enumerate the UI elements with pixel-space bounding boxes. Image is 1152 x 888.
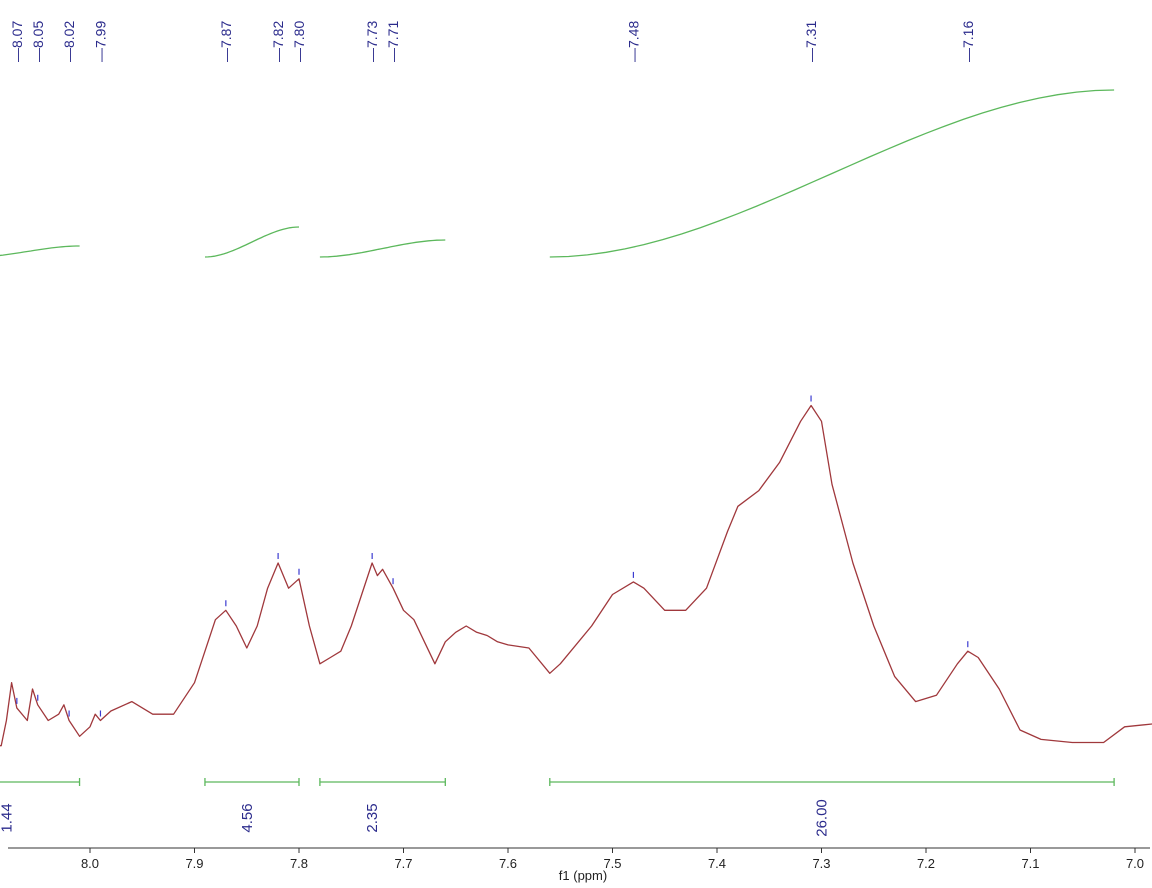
peak-marker-layer bbox=[16, 395, 969, 717]
peak-label: —7.87 bbox=[218, 21, 234, 62]
x-tick-label: 7.8 bbox=[290, 856, 308, 871]
integral-value-label: 26.00 bbox=[814, 799, 831, 837]
x-tick-label: 7.4 bbox=[708, 856, 726, 871]
spectrum-layer bbox=[0, 404, 1152, 747]
peak-label: —7.71 bbox=[385, 21, 401, 62]
x-axis: 8.98.88.78.68.58.48.38.28.18.07.97.87.77… bbox=[8, 847, 1150, 871]
peak-label: —7.73 bbox=[364, 21, 380, 62]
integral-curve bbox=[549, 89, 1115, 258]
peak-label-layer: —8.81—8.77—8.75—8.72—8.70—8.66—8.65—8.39… bbox=[9, 21, 976, 62]
peak-label: —7.80 bbox=[291, 21, 307, 62]
x-tick-label: 7.3 bbox=[812, 856, 830, 871]
peak-label: —8.05 bbox=[30, 21, 46, 62]
peak-label: —7.16 bbox=[960, 21, 976, 62]
spectrum-line bbox=[0, 404, 1152, 747]
integral-curve bbox=[0, 245, 80, 257]
x-tick-label: 7.5 bbox=[603, 856, 621, 871]
x-tick-label: 7.7 bbox=[394, 856, 412, 871]
x-tick-label: 7.1 bbox=[1021, 856, 1039, 871]
integral-value-label: 4.56 bbox=[239, 803, 256, 832]
x-tick-label: 7.0 bbox=[1126, 856, 1144, 871]
peak-label: —7.99 bbox=[92, 21, 108, 62]
x-tick-label: 7.9 bbox=[185, 856, 203, 871]
x-tick-label: 7.2 bbox=[917, 856, 935, 871]
peak-label: —8.07 bbox=[9, 21, 25, 62]
integral-value-label: 1.44 bbox=[0, 803, 15, 832]
integral-curve-layer bbox=[0, 89, 1115, 258]
integral-curve bbox=[319, 239, 446, 258]
peak-label: —8.02 bbox=[61, 21, 77, 62]
x-tick-label: 8.0 bbox=[81, 856, 99, 871]
x-tick-label: 7.6 bbox=[499, 856, 517, 871]
integral-value-label: 2.35 bbox=[364, 803, 381, 832]
peak-label: —7.31 bbox=[803, 21, 819, 62]
peak-label: —7.82 bbox=[270, 21, 286, 62]
peak-label: —7.48 bbox=[625, 21, 641, 62]
x-axis-title: f1 (ppm) bbox=[559, 868, 607, 883]
integral-curve bbox=[204, 226, 300, 258]
